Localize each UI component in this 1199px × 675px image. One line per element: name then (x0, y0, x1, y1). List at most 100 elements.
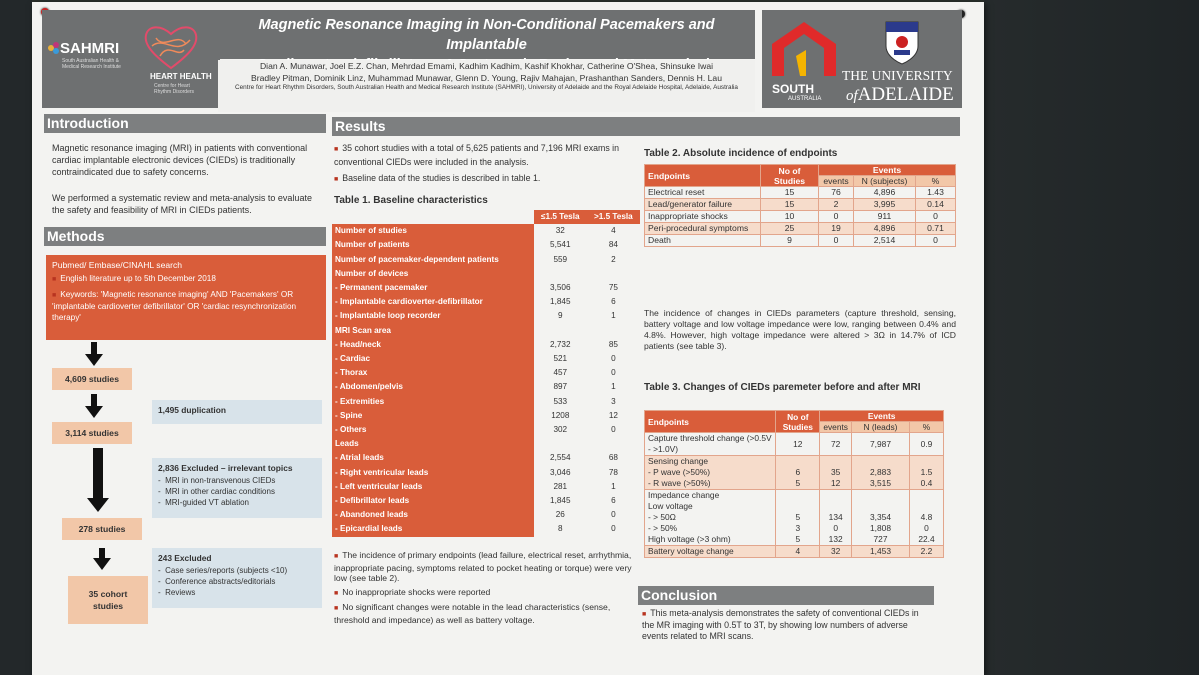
table1-cell: 9 (558, 311, 563, 321)
bullet-icon: ■ (334, 590, 339, 597)
university-logo-panel: SOUTH AUSTRALIA THE UNIVERSITY ofADELAID… (762, 10, 962, 108)
table1-cell (587, 437, 640, 451)
table1-row: - Epicardial leads 8 0 (332, 522, 640, 537)
table1-cell: 4 (611, 226, 616, 236)
table1-row: Number of pacemaker-dependent patients 55… (332, 252, 640, 267)
table1-cell (534, 267, 587, 281)
table2-subheader: % (915, 175, 956, 187)
table3-row: Impedance change Low voltage - > 50Ω - >… (643, 489, 944, 546)
table3-cell: 0.9 (909, 432, 944, 456)
table2-cell: 0 (915, 234, 956, 247)
table3-row-label: Capture threshold change (>0.5V - >1.0V) (643, 432, 777, 456)
conclusion-heading: Conclusion (638, 586, 934, 605)
table3-header: Events (819, 410, 944, 422)
table1-cell: 559 (553, 254, 568, 264)
flow-box-final: 35 cohort studies (68, 576, 148, 624)
heart-health-text: HEART HEALTH (150, 72, 212, 81)
table1-row: - Thorax 457 0 (332, 366, 640, 381)
table2-row: Peri-procedural symptoms 25 19 4,896 0.71 (643, 222, 956, 235)
table2-row: Electrical reset 15 76 4,896 1.43 (643, 186, 956, 199)
exclusion-box: 2,836 Excluded – irrelevant topics - MRI… (152, 458, 322, 518)
exclusion-item: - Reviews (158, 588, 196, 597)
table1-cell: 302 (553, 425, 568, 435)
table1-row-label: - Right ventricular leads (332, 465, 534, 480)
table3-cell: 1.5 0.4 (909, 455, 944, 490)
table1-cell: 12 (608, 410, 618, 420)
table3-cell: 4 (775, 545, 821, 558)
table1-cell: 0 (611, 524, 616, 534)
table1-row-label: - Head/neck (332, 337, 534, 353)
south-australia-logo-icon (772, 22, 836, 76)
south-text: SOUTH (772, 82, 814, 96)
table1-cell: 0 (611, 510, 616, 520)
bullet-icon: ■ (334, 146, 339, 153)
table1-cell: 1,845 (550, 496, 571, 506)
flow-box: 3,114 studies (52, 422, 132, 444)
table2-cell: 9 (760, 234, 820, 247)
table1-row-label: Number of pacemaker-dependent patients (332, 252, 534, 267)
table1-row-label: - Defibrillator leads (332, 494, 534, 509)
table1-row-label: - Atrial leads (332, 451, 534, 466)
table1-cell: 26 (555, 510, 565, 520)
table3-row-label: Impedance change Low voltage - > 50Ω - >… (643, 489, 777, 546)
table1-row-label: - Implantable loop recorder (332, 309, 534, 324)
table2-cell: 19 (818, 222, 854, 235)
table3: Endpoints No of Studies Events events N … (643, 410, 944, 558)
sahmri-logo-text: SAHMRI (60, 40, 120, 57)
table1-cell (534, 437, 587, 451)
table1-cell (587, 324, 640, 338)
duplication-box: 1,495 duplication (152, 400, 322, 424)
table1-row: Number of patients 5,541 84 (332, 238, 640, 253)
table1-cell: 1,845 (550, 297, 571, 307)
table1-row: - Permanent pacemaker 3,506 75 (332, 281, 640, 296)
bullet-icon: ■ (334, 176, 339, 183)
table1-row: - Extremities 533 3 (332, 394, 640, 409)
table1-cell: 8 (558, 524, 563, 534)
intro-paragraph: We performed a systematic review and met… (52, 193, 312, 215)
table1-cell: 2 (611, 254, 616, 264)
introduction-heading: Introduction (44, 114, 326, 133)
table1-cell: 3 (611, 396, 616, 406)
table1-row-label: - Implantable cardioverter-defibrillator (332, 295, 534, 310)
table1-row-label: - Abandoned leads (332, 508, 534, 523)
table1-cell: 6 (611, 297, 616, 307)
university-of: of (846, 88, 858, 104)
table1-row-label: - Extremities (332, 394, 534, 409)
table1-row: - Spine 1208 12 (332, 408, 640, 424)
table2-subheader: N (subjects) (853, 175, 916, 187)
search-item: ■ English literature up to 5th December 2… (52, 274, 216, 283)
table1-cell: 75 (608, 283, 618, 293)
table2-cell: 0 (915, 210, 956, 223)
results-intro: ■ Baseline data of the studies is describ… (334, 173, 541, 183)
heart-health-icon (144, 26, 198, 70)
table1-row-label: - Spine (332, 408, 534, 424)
title-banner: Magnetic Resonance Imaging in Non-Condit… (218, 10, 755, 73)
board-left (0, 0, 32, 675)
results-finding: ■ No inappropriate shocks were reported (334, 587, 491, 597)
table2-cell: 0 (818, 210, 854, 223)
table2-row-label: Lead/generator failure (643, 198, 762, 211)
table1-row-label: - Permanent pacemaker (332, 281, 534, 296)
table2-cell: 15 (760, 198, 820, 211)
results-heading: Results (332, 117, 960, 136)
table2-row-label: Inappropriate shocks (643, 210, 762, 223)
table3-title: Table 3. Changes of CIEDs paremeter befo… (644, 382, 921, 393)
exclusion-item: - MRI in other cardiac conditions (158, 487, 275, 496)
table1-cell: 457 (553, 368, 568, 378)
table3-row: Battery voltage change 4 32 1,453 2.2 (643, 545, 944, 558)
table1-title: Table 1. Baseline characteristics (334, 195, 488, 206)
duplication-text: 1,495 duplication (158, 405, 226, 415)
intro-paragraph: Magnetic resonance imaging (MRI) in pati… (52, 143, 308, 177)
results-finding: ■ The incidence of primary endpoints (lea… (334, 550, 632, 583)
sahmri-subtitle: South Australian Health & Medical Resear… (62, 58, 121, 70)
table1-row-label: Number of studies (332, 224, 534, 239)
table1-row: - Right ventricular leads 3,046 78 (332, 465, 640, 480)
table2-note: The incidence of changes in CIEDs parame… (644, 308, 956, 351)
table1-cell (587, 267, 640, 281)
table1-cell: 3,506 (550, 283, 571, 293)
authors-line: Bradley Pitman, Dominik Linz, Muhammad M… (251, 73, 722, 83)
table1-cell: 32 (555, 226, 565, 236)
table3-cell: 72 (819, 432, 852, 456)
university-name-line2: ofADELAIDE (846, 84, 954, 106)
table3-cell: 5 3 5 (775, 489, 821, 546)
